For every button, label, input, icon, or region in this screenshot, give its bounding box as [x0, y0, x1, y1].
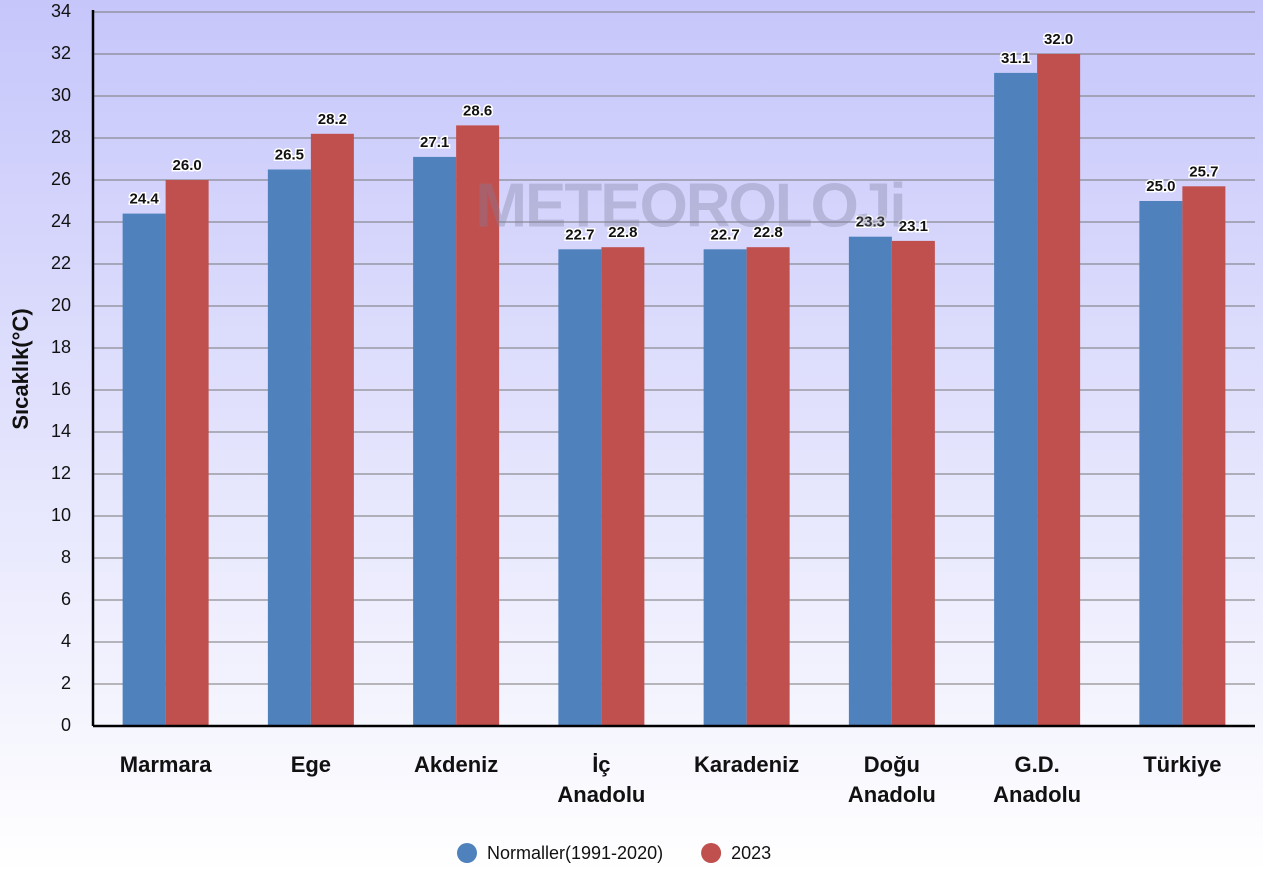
value-label: 22.8: [608, 224, 637, 241]
bar: [267, 169, 311, 726]
y-tick-label: 2: [61, 673, 71, 693]
x-tick-label: İç Anadolu: [557, 752, 645, 807]
bar: [746, 247, 790, 726]
bar: [456, 125, 500, 726]
bar: [848, 236, 892, 726]
value-label: 25.0: [1146, 178, 1175, 195]
y-tick-label: 26: [51, 169, 71, 189]
y-tick-label: 16: [51, 379, 71, 399]
y-tick-label: 28: [51, 127, 71, 147]
value-label: 32.0: [1044, 31, 1073, 48]
value-label: 23.1: [899, 218, 928, 235]
value-label: 22.8: [754, 224, 783, 241]
value-label: 26.0: [173, 157, 202, 174]
y-tick-label: 32: [51, 43, 71, 63]
y-tick-label: 14: [51, 421, 71, 441]
bar: [1037, 54, 1081, 726]
value-label: 31.1: [1001, 50, 1030, 67]
bar: [1182, 186, 1226, 727]
y-tick-label: 34: [51, 1, 71, 21]
value-label: 22.7: [565, 226, 594, 243]
bar: [703, 249, 747, 727]
bar: [558, 249, 602, 727]
watermark: METEOROLOJi: [475, 171, 904, 240]
x-tick-label: Marmara: [120, 752, 212, 777]
y-tick-label: 10: [51, 505, 71, 525]
y-axis-label: Sıcaklık(°C): [8, 308, 33, 429]
bar: [165, 180, 209, 726]
y-tick-label: 6: [61, 589, 71, 609]
value-label: 28.6: [463, 102, 492, 119]
value-label: 27.1: [420, 134, 449, 151]
y-tick-label: 20: [51, 295, 71, 315]
bar: [310, 133, 354, 727]
x-tick-label: Karadeniz: [694, 752, 799, 777]
x-tick-label: Doğu Anadolu: [848, 752, 936, 807]
y-tick-label: 22: [51, 253, 71, 273]
y-tick-label: 8: [61, 547, 71, 567]
value-label: 22.7: [711, 226, 740, 243]
x-tick-label: G.D. Anadolu: [993, 752, 1081, 807]
x-tick-label: Ege: [291, 752, 331, 777]
bar: [601, 247, 645, 726]
value-label: 23.3: [856, 214, 885, 231]
bar: [1139, 201, 1183, 726]
legend-marker: [457, 843, 477, 863]
bar: [413, 156, 457, 726]
y-tick-label: 4: [61, 631, 71, 651]
legend-label: Normaller(1991-2020): [487, 843, 663, 863]
bar: [891, 240, 935, 726]
legend-marker: [701, 843, 722, 863]
legend-label: 2023: [731, 843, 771, 863]
y-tick-label: 0: [61, 715, 71, 735]
value-label: 26.5: [275, 146, 304, 163]
value-label: 25.7: [1189, 163, 1218, 180]
x-tick-label: Türkiye: [1143, 752, 1221, 777]
bar: [994, 72, 1038, 726]
value-label: 24.4: [130, 191, 160, 208]
value-label: 28.2: [318, 111, 347, 128]
bar: [122, 213, 166, 727]
y-tick-label: 24: [51, 211, 71, 231]
y-tick-label: 18: [51, 337, 71, 357]
y-tick-label: 30: [51, 85, 71, 105]
y-tick-label: 12: [51, 463, 71, 483]
x-tick-label: Akdeniz: [414, 752, 498, 777]
